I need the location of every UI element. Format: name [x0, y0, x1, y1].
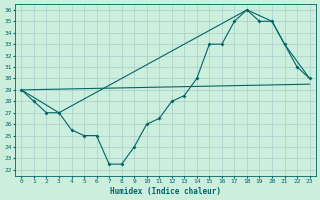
X-axis label: Humidex (Indice chaleur): Humidex (Indice chaleur) [110, 187, 221, 196]
